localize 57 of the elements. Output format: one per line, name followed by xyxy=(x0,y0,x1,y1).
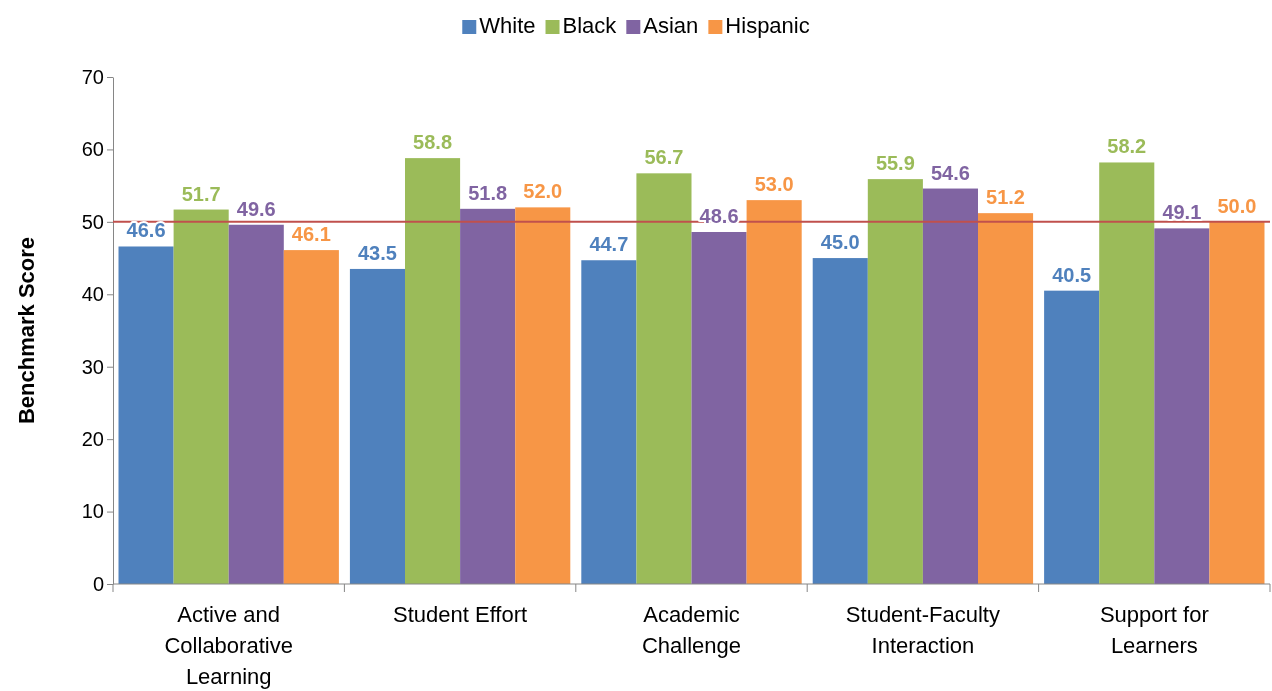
bar xyxy=(746,200,802,584)
bar xyxy=(812,258,868,584)
bar xyxy=(922,188,978,584)
x-tick-label: Student Effort xyxy=(393,602,528,627)
data-label: 54.6 xyxy=(930,161,970,184)
y-tick-label: 60 xyxy=(81,138,104,161)
legend-label: White xyxy=(479,13,536,38)
bar xyxy=(283,250,339,584)
bar xyxy=(173,209,229,584)
data-label: 53.0 xyxy=(754,173,794,196)
legend-label: Asian xyxy=(643,13,699,38)
bar xyxy=(691,232,747,584)
bar xyxy=(460,208,516,584)
data-label: 52.0 xyxy=(523,180,563,203)
data-label: 51.8 xyxy=(468,181,508,204)
bar xyxy=(867,179,923,584)
y-tick-label: 20 xyxy=(81,428,104,451)
bar xyxy=(581,260,637,584)
bar xyxy=(515,207,571,584)
data-label: 50.0 xyxy=(1217,194,1257,217)
legend-label: Black xyxy=(562,13,618,38)
bar xyxy=(405,158,461,584)
data-label: 58.8 xyxy=(413,131,453,154)
bar xyxy=(636,173,692,584)
bar xyxy=(118,246,174,584)
bar xyxy=(1099,162,1155,584)
data-label: 56.7 xyxy=(644,146,684,169)
y-tick-label: 30 xyxy=(81,355,104,378)
bar xyxy=(1209,221,1265,584)
x-tick-label: Support for Learners xyxy=(1099,602,1209,658)
y-axis-title: Benchmark Score xyxy=(14,236,39,425)
data-label: 49.6 xyxy=(236,197,276,220)
data-label: 55.9 xyxy=(875,152,915,175)
data-label: 58.2 xyxy=(1107,135,1147,158)
y-tick-label: 10 xyxy=(81,500,104,523)
bar xyxy=(1154,228,1210,584)
y-tick-label: 40 xyxy=(81,283,104,306)
data-label: 51.2 xyxy=(986,186,1026,209)
x-tick-label: Active and Collaborative Learning xyxy=(164,602,293,689)
y-tick-label: 50 xyxy=(81,210,104,233)
bar xyxy=(978,213,1034,584)
x-tick-label: Academic Challenge xyxy=(641,602,742,658)
data-label: 43.5 xyxy=(357,241,397,264)
x-tick-label: Student-Faculty Interaction xyxy=(845,602,1000,658)
data-label: 46.1 xyxy=(291,223,331,246)
data-label: 46.6 xyxy=(126,219,166,242)
legend-label: Hispanic xyxy=(725,13,810,38)
data-label: 44.7 xyxy=(589,233,629,256)
bar xyxy=(228,224,284,584)
y-tick-label: 0 xyxy=(92,572,104,595)
y-tick-label: 70 xyxy=(81,65,104,88)
bar xyxy=(1044,290,1100,584)
bar xyxy=(349,268,406,584)
data-label: 51.7 xyxy=(181,182,221,205)
data-label: 49.1 xyxy=(1162,201,1202,224)
data-label: 40.5 xyxy=(1052,263,1092,286)
data-label: 45.0 xyxy=(820,231,860,254)
